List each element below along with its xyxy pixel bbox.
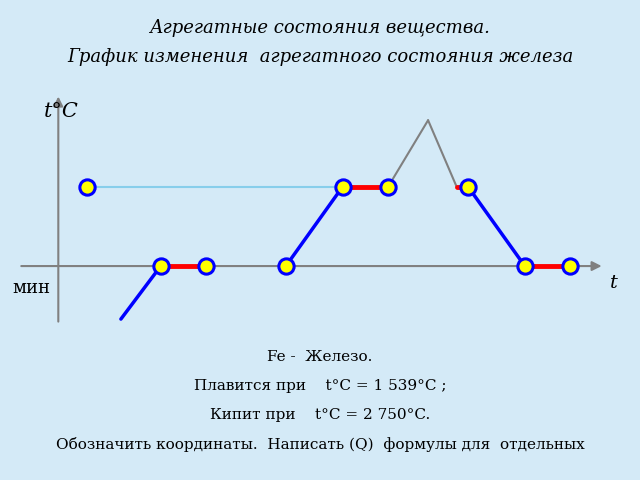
Text: График изменения  агрегатного состояния железа: График изменения агрегатного состояния ж…: [67, 48, 573, 66]
Text: Агрегатные состояния вещества.: Агрегатные состояния вещества.: [150, 19, 490, 37]
Text: t: t: [610, 274, 618, 292]
Text: Fe -  Железо.: Fe - Железо.: [268, 350, 372, 364]
Text: Кипит при    t°C = 2 750°C.: Кипит при t°C = 2 750°C.: [210, 408, 430, 422]
Text: t°C: t°C: [44, 102, 79, 120]
Text: Плавится при    t°C = 1 539°C ;: Плавится при t°C = 1 539°C ;: [194, 379, 446, 393]
Text: Обозначить координаты.  Написать (Q)  формулы для  отдельных: Обозначить координаты. Написать (Q) форм…: [56, 437, 584, 452]
Text: мин: мин: [13, 279, 51, 297]
